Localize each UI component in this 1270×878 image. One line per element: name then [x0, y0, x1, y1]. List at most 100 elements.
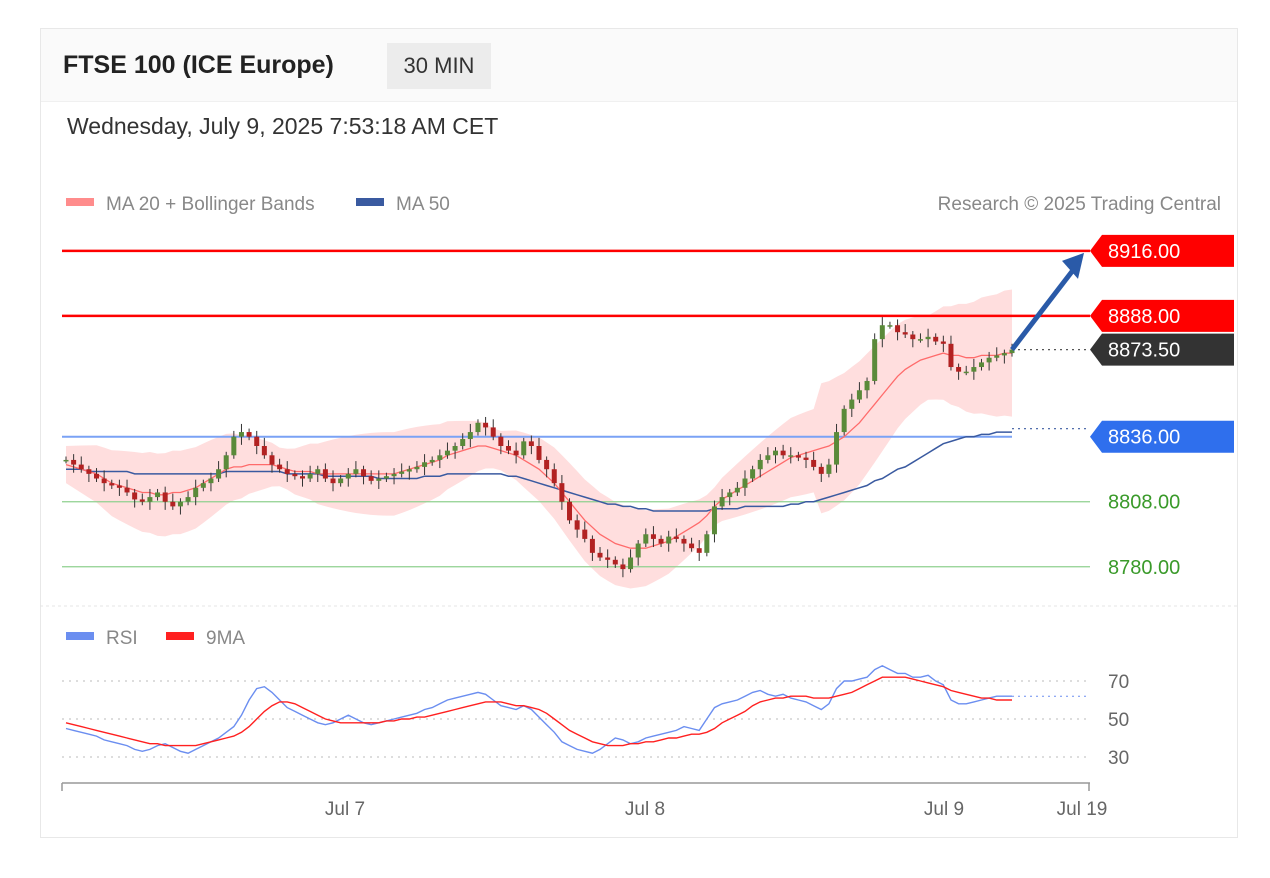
candle-body	[902, 332, 908, 335]
rsi-line	[65, 665, 1012, 754]
candle-body	[200, 483, 206, 488]
candle-body	[528, 441, 534, 446]
candle-body	[307, 473, 313, 479]
candle-body	[773, 450, 778, 456]
candle-body	[780, 450, 786, 456]
candle-body	[170, 501, 176, 507]
candle-body	[269, 455, 275, 465]
candle-body	[322, 469, 328, 479]
candle-body	[246, 432, 252, 437]
candle-body	[628, 557, 634, 570]
candle-body	[193, 487, 199, 498]
candle-body	[864, 380, 870, 391]
level-label-current: 8873.50	[1108, 340, 1180, 362]
legend-swatch-bollinger	[66, 198, 94, 206]
candle-body	[223, 455, 229, 470]
candle-body	[177, 501, 183, 507]
legend-swatch-ma50	[356, 198, 384, 206]
ma50-line	[66, 431, 1012, 512]
time-axis-label: Jul 7	[325, 799, 365, 820]
candle-body	[803, 457, 809, 460]
candle-body	[444, 450, 450, 456]
candle-body	[895, 325, 901, 333]
candle-body	[811, 459, 817, 467]
candle-body	[574, 520, 580, 530]
candle-body	[208, 478, 214, 484]
candle-body	[513, 450, 519, 456]
legend-swatch-9ma	[166, 632, 194, 640]
time-axis-label: Jul 9	[924, 799, 964, 820]
candle-body	[795, 455, 801, 458]
time-axis-label: Jul 8	[625, 799, 665, 820]
candle-body	[94, 473, 100, 479]
candle-body	[498, 436, 504, 446]
candle-body	[704, 534, 710, 553]
candle-body	[185, 497, 191, 502]
candle-body	[284, 469, 290, 474]
candle-body	[887, 325, 893, 327]
interval-button[interactable]: 30 MIN	[387, 43, 491, 89]
candle-body	[475, 422, 481, 433]
candle-body	[254, 436, 260, 446]
candle-body	[956, 367, 962, 372]
level-tag-resistance	[1090, 234, 1234, 267]
candle-body	[116, 485, 122, 488]
candle-body	[834, 432, 840, 465]
candle-body	[330, 478, 336, 484]
candle-body	[818, 466, 824, 474]
candle-body	[155, 492, 161, 498]
level-label-support: 8780.00	[1108, 557, 1180, 579]
candle-body	[719, 497, 725, 507]
ma20-line	[65, 352, 1012, 549]
candle-body	[711, 506, 717, 535]
candle-body	[361, 469, 367, 477]
candle-body	[650, 534, 656, 539]
candle-body	[856, 390, 862, 400]
level-label-pivot: 8836.00	[1108, 427, 1180, 449]
candle-body	[544, 459, 550, 470]
candle-body	[917, 339, 923, 341]
rsi-tick-label: 50	[1108, 710, 1129, 731]
copyright-text: Research © 2025 Trading Central	[938, 194, 1221, 215]
candle-body	[147, 497, 153, 502]
candle-body	[689, 543, 695, 549]
candle-body	[765, 455, 771, 460]
candle-body	[567, 501, 573, 521]
candle-body	[292, 473, 298, 477]
legend-swatch-rsi	[66, 632, 94, 640]
forecast-arrow-shaft	[1010, 267, 1076, 352]
candle-body	[406, 469, 412, 472]
legend-label-bollinger: MA 20 + Bollinger Bands	[106, 194, 315, 215]
candle-body	[338, 478, 344, 484]
candle-body	[696, 548, 702, 553]
candle-body	[620, 564, 626, 570]
time-axis-label: Jul 19	[1057, 799, 1108, 820]
candle-body	[551, 469, 557, 484]
chart-header: FTSE 100 (ICE Europe) 30 MIN	[41, 29, 1237, 102]
candle-body	[666, 536, 672, 544]
candle-body	[383, 476, 389, 479]
candle-body	[612, 559, 618, 565]
candle-body	[139, 499, 145, 502]
candle-body	[414, 466, 420, 470]
forecast-arrow-head	[1062, 252, 1084, 279]
candle-body	[872, 339, 878, 381]
candle-body	[597, 552, 603, 558]
candle-body	[490, 427, 496, 437]
candle-body	[986, 357, 992, 363]
candle-body	[216, 469, 222, 479]
candle-body	[910, 334, 916, 340]
candle-body	[963, 371, 969, 374]
candle-body	[826, 464, 832, 474]
candle-body	[582, 529, 588, 539]
level-label-resistance: 8916.00	[1108, 241, 1180, 263]
candles	[63, 317, 1015, 578]
candle-body	[505, 446, 511, 451]
candle-body	[162, 492, 168, 502]
candle-body	[399, 471, 405, 474]
candle-body	[437, 455, 443, 460]
candle-body	[277, 464, 283, 470]
level-label-support: 8808.00	[1108, 492, 1180, 514]
candle-body	[635, 543, 641, 558]
candle-body	[681, 538, 687, 544]
